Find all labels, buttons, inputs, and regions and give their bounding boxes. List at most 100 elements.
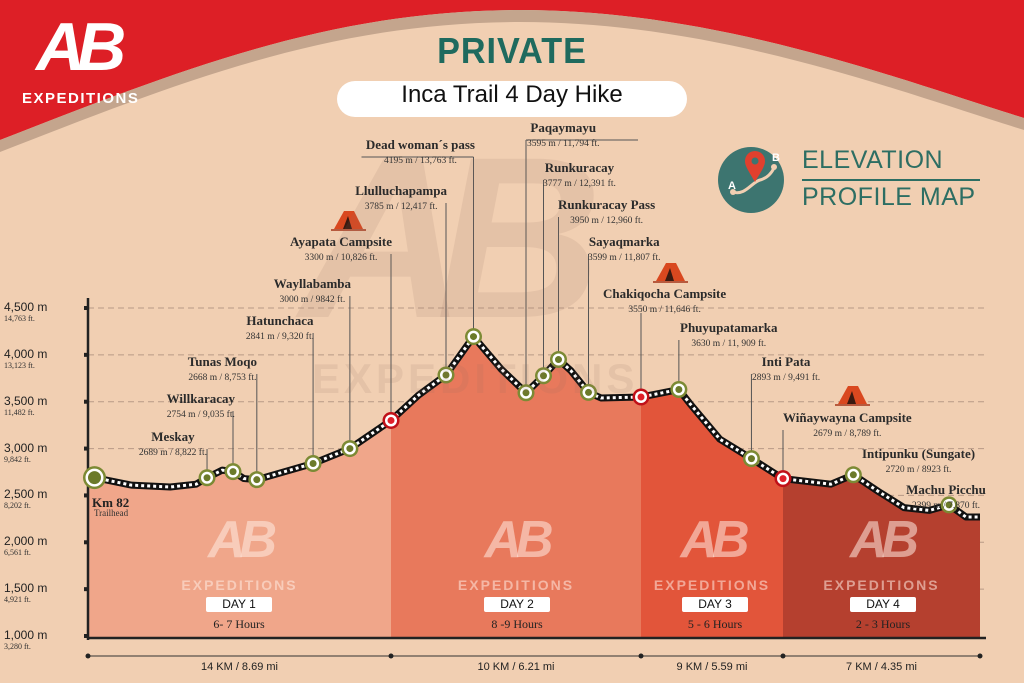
campsite-marker[interactable] xyxy=(774,470,792,488)
waypoint-marker[interactable] xyxy=(465,328,482,346)
waypoint-label: Sayaqmarka 3599 m / 11,807 ft. xyxy=(588,234,660,263)
brand-logo: AB xyxy=(36,9,126,85)
day-3-badge: DAY 3 xyxy=(682,597,748,612)
waypoint-marker[interactable] xyxy=(844,466,862,484)
waypoint-marker[interactable] xyxy=(517,384,535,402)
waypoint-label: Inti Pata 2893 m / 9,491 ft. xyxy=(752,354,820,383)
waypoint-label: Phuyupatamarka 3630 m / 11, 909 ft. xyxy=(680,320,778,349)
y-tick-label-ft: 9,842 ft. xyxy=(4,454,31,464)
y-tick-label-m: 2,000 m xyxy=(4,534,48,549)
watermark-logo: AB xyxy=(300,109,602,366)
distance-tick xyxy=(85,653,91,659)
waypoint-marker[interactable] xyxy=(742,450,760,468)
waypoint-name: Llulluchapampa xyxy=(355,183,447,198)
waypoint-label: Meskay 2689 m / 8,822 ft. xyxy=(139,429,207,458)
waypoint-detail: 3630 m / 11, 909 ft. xyxy=(691,339,767,349)
waypoint-name: Runkuracay Pass xyxy=(558,197,656,212)
campsite-marker[interactable] xyxy=(632,388,650,406)
y-tick-label-ft: 8,202 ft. xyxy=(4,501,31,511)
distance-tick xyxy=(638,653,644,659)
waypoint-marker[interactable] xyxy=(437,366,455,384)
day-watermark-name: EXPEDITIONS xyxy=(181,577,298,593)
y-tick xyxy=(84,634,89,638)
y-tick xyxy=(84,446,89,451)
waypoint-detail: 2668 m / 8,753 ft. xyxy=(188,373,257,383)
y-tick-label-m: 1,000 m xyxy=(4,628,48,642)
waypoint-name: Chakiqocha Campsite xyxy=(603,286,727,301)
waypoint-label: Willkaracay 2754 m / 9,035 ft. xyxy=(167,391,235,420)
waypoint-marker[interactable] xyxy=(82,466,106,490)
day-watermark-logo: AB xyxy=(207,511,277,569)
waypoint-name: Runkuracay xyxy=(544,160,615,175)
waypoint-marker[interactable] xyxy=(940,496,958,514)
waypoint-marker[interactable] xyxy=(341,440,359,458)
waypoint-detail: 2893 m / 9,491 ft. xyxy=(752,373,821,383)
page-title: Inca Trail 4 Day Hike xyxy=(337,81,687,117)
waypoint-name: Paqaymayu xyxy=(530,120,597,135)
waypoint-marker[interactable] xyxy=(550,351,567,369)
waypoint-marker[interactable] xyxy=(580,383,597,401)
day-1-distance: 14 KM / 8.69 mi xyxy=(200,661,279,673)
waypoint-detail: 3300 m / 10,826 ft. xyxy=(304,253,378,263)
day-watermark-logo: AB xyxy=(484,511,553,569)
waypoint-marker[interactable] xyxy=(248,471,266,489)
waypoint-marker[interactable] xyxy=(535,367,552,385)
day-4-badge: DAY 4 xyxy=(850,597,916,612)
day-watermark-name: EXPEDITIONS xyxy=(653,577,771,593)
waypoint-label: Llulluchapampa 3785 m / 12,417 ft. xyxy=(355,183,447,212)
waypoint-detail: 2679 m / 8,789 ft. xyxy=(813,429,882,439)
brand-name: EXPEDITIONS xyxy=(22,90,140,107)
waypoint-detail: 3785 m / 12,417 ft. xyxy=(364,202,438,212)
waypoint-marker[interactable] xyxy=(670,381,688,399)
waypoint-marker[interactable] xyxy=(224,463,242,481)
waypoint-name: Willkaracay xyxy=(166,391,235,406)
y-tick-label-ft: 6,561 ft. xyxy=(4,548,31,558)
day-2-distance: 10 KM / 6.21 mi xyxy=(477,661,555,673)
waypoint-name: Dead woman´s pass xyxy=(365,137,475,152)
y-tick xyxy=(84,587,89,592)
waypoint-detail: 3550 m / 11,646 ft. xyxy=(628,305,701,315)
day-3-distance: 9 KM / 5.59 mi xyxy=(676,661,748,673)
badge-icon: A B xyxy=(718,147,784,213)
day-3-hours: 5 - 6 Hours xyxy=(687,617,743,631)
y-tick-label-m: 4,500 m xyxy=(4,300,48,314)
waypoint-name: Km 82 xyxy=(92,495,130,510)
y-tick-label-m: 4,000 m xyxy=(4,346,48,361)
distance-tick xyxy=(977,653,983,659)
waypoint-name: Intipunku (Sungate) xyxy=(862,446,976,461)
tent-icon xyxy=(653,263,688,283)
waypoint-name: Wiñaywayna Campsite xyxy=(783,410,912,425)
waypoint-detail: 4195 m / 13,763 ft. xyxy=(384,156,457,166)
waypoint-name: Meskay xyxy=(151,429,195,444)
waypoint-label: Ayapata Campsite 3300 m / 10,826 ft. xyxy=(290,234,392,263)
y-tick-label-m: 2,500 m xyxy=(4,487,48,502)
waypoint-name: Inti Pata xyxy=(761,354,811,369)
waypoint-name: Sayaqmarka xyxy=(588,234,660,249)
tent-icon xyxy=(331,211,366,231)
y-tick xyxy=(84,352,89,357)
day-4-distance: 7 KM / 4.35 mi xyxy=(846,661,917,673)
waypoint-detail: Trailhead xyxy=(94,508,129,518)
badge-line-1: ELEVATION xyxy=(802,146,944,174)
distance-tick xyxy=(780,653,786,659)
waypoint-marker[interactable] xyxy=(198,469,216,487)
day-1-hours: 6- 7 Hours xyxy=(213,617,265,631)
page-eyebrow: PRIVATE xyxy=(437,30,587,71)
waypoint-marker[interactable] xyxy=(304,454,322,472)
waypoint-detail: 2689 m / 8,822 ft. xyxy=(138,448,207,458)
distance-tick xyxy=(388,653,394,659)
y-tick-label-m: 1,500 m xyxy=(4,581,48,596)
waypoint-detail: 2754 m / 9,035 ft. xyxy=(166,410,235,420)
waypoint-name: Phuyupatamarka xyxy=(680,320,778,335)
campsite-marker[interactable] xyxy=(382,411,400,429)
waypoint-label: Dead woman´s pass 4195 m / 13,763 ft. xyxy=(366,137,475,166)
waypoint-label: Chakiqocha Campsite 3550 m / 11,646 ft. xyxy=(603,286,726,315)
waypoint-detail: 3000 m / 9842 ft. xyxy=(279,295,346,305)
day-4-hours: 2 - 3 Hours xyxy=(855,617,911,631)
waypoint-label: Machu Picchu 2399 m / 7,870 ft. xyxy=(886,482,1006,511)
badge-point-b: B xyxy=(772,152,780,164)
y-tick-label-ft: 11,482 ft. xyxy=(4,407,35,417)
badge-line-2: PROFILE MAP xyxy=(802,183,976,211)
waypoint-label: Runkuracay Pass 3950 m / 12,960 ft. xyxy=(558,197,655,226)
y-tick-label-ft: 14,763 ft. xyxy=(4,314,35,323)
